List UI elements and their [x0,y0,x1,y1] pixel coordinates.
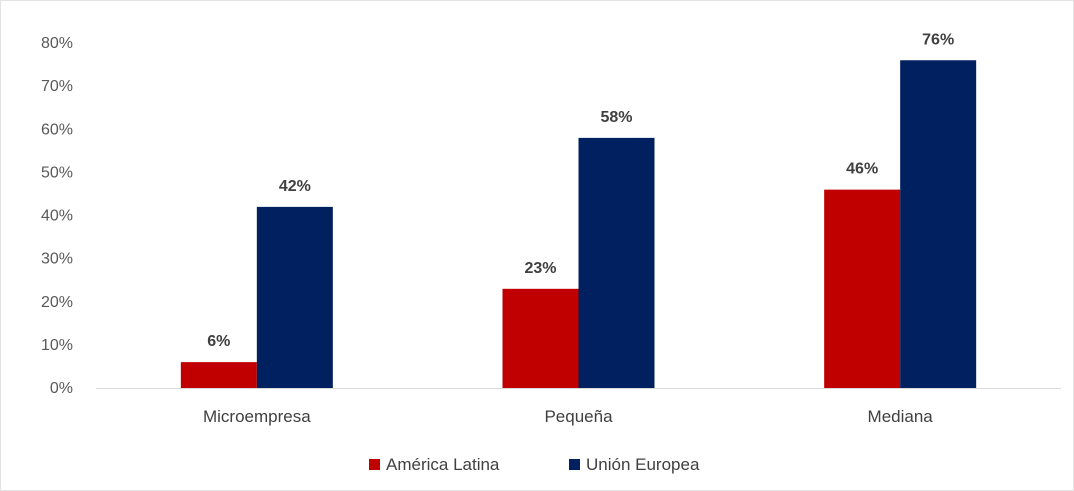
data-label: 23% [524,260,556,277]
legend-label: América Latina [386,455,500,474]
data-label: 6% [207,333,230,350]
y-tick-label: 50% [41,164,73,181]
y-tick-label: 0% [50,380,73,397]
legend: América Latina Unión Europea [369,455,700,474]
bar-union-europea [578,137,655,388]
y-tick-label: 10% [41,337,73,354]
x-tick-label: Mediana [868,407,934,426]
bar-america-latina [824,189,901,388]
legend-swatch [569,459,580,470]
y-tick-label: 60% [41,121,73,138]
data-label: 42% [279,178,311,195]
data-label: 58% [600,109,632,126]
bar-america-latina [502,288,579,388]
y-tick-label: 30% [41,251,73,268]
data-labels: 6% 42% 23% 58% 46% 76% [207,31,954,350]
x-axis: Microempresa Pequeña Mediana [203,407,933,426]
y-axis: 0% 10% 20% 30% 40% 50% 60% 70% 80% [41,35,73,397]
data-label: 76% [922,31,954,48]
y-tick-label: 40% [41,208,73,225]
data-label: 46% [846,161,878,178]
bar-america-latina [180,362,257,388]
legend-swatch [369,459,380,470]
bar-union-europea [900,60,977,388]
x-tick-label: Microempresa [203,407,311,426]
y-tick-label: 20% [41,294,73,311]
x-tick-label: Pequeña [544,407,613,426]
y-tick-label: 80% [41,35,73,52]
bars [180,60,977,388]
bar-union-europea [256,206,333,388]
legend-label: Unión Europea [586,455,700,474]
y-tick-label: 70% [41,78,73,95]
